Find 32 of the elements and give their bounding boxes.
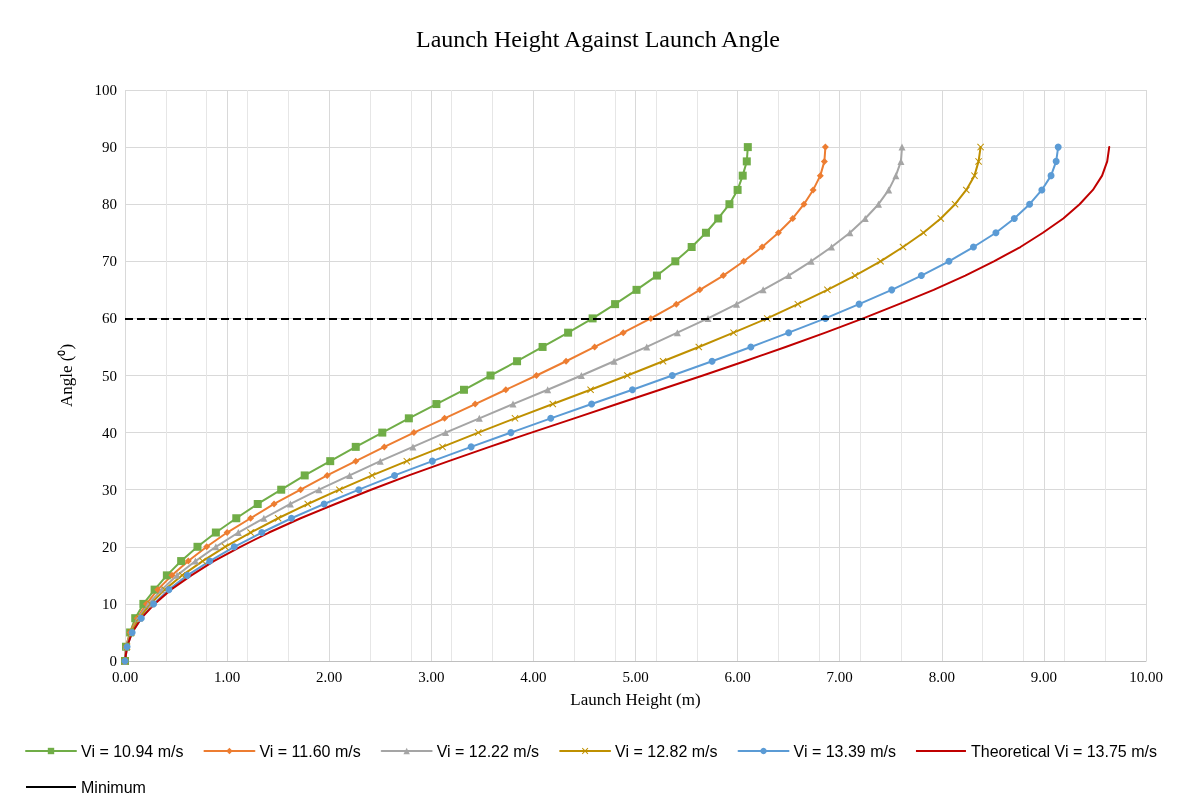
legend-label: Vi = 12.82 m/s [615, 742, 718, 760]
x-tick-label: 0.00 [111, 668, 139, 685]
x-tick-label: 4.00 [520, 668, 547, 685]
y-tick-label: 80 [102, 196, 117, 213]
x-tick-label: 9.00 [1030, 668, 1058, 685]
y-tick-label: 100 [94, 82, 117, 98]
legend-label: Vi = 13.39 m/s [793, 742, 896, 760]
y-tick-label: 70 [102, 253, 117, 270]
y-axis-title: Angle (⁰) [57, 343, 76, 408]
legend-label: Theoretical Vi = 13.75 m/s [970, 742, 1157, 760]
legend-label: Vi = 12.22 m/s [436, 742, 540, 760]
x-tick-label: 10.00 [1129, 668, 1163, 685]
x-tick-label: 2.00 [316, 668, 343, 685]
y-tick-label: 90 [102, 139, 117, 156]
chart-title: Launch Height Against Launch Angle [416, 26, 780, 52]
x-tick-label: 7.00 [826, 668, 853, 685]
x-tick-label: 5.00 [622, 668, 649, 685]
y-tick-label: 0 [109, 653, 117, 669]
x-tick-label: 8.00 [928, 668, 955, 685]
legend-label: Vi = 10.94 m/s [81, 742, 184, 760]
y-tick-label: 30 [102, 481, 117, 498]
legend-label: Vi = 11.60 m/s [259, 742, 361, 760]
x-tick-label: 6.00 [724, 668, 751, 685]
y-tick-label: 10 [102, 595, 117, 612]
y-tick-label: 40 [102, 424, 117, 441]
x-tick-label: 1.00 [213, 668, 241, 685]
x-tick-label: 3.00 [418, 668, 445, 685]
legend-label: Minimum [81, 778, 146, 796]
y-tick-label: 20 [102, 538, 117, 555]
x-axis-title: Launch Height (m) [570, 690, 701, 709]
y-tick-label: 60 [102, 310, 117, 327]
y-tick-label: 50 [102, 367, 117, 384]
